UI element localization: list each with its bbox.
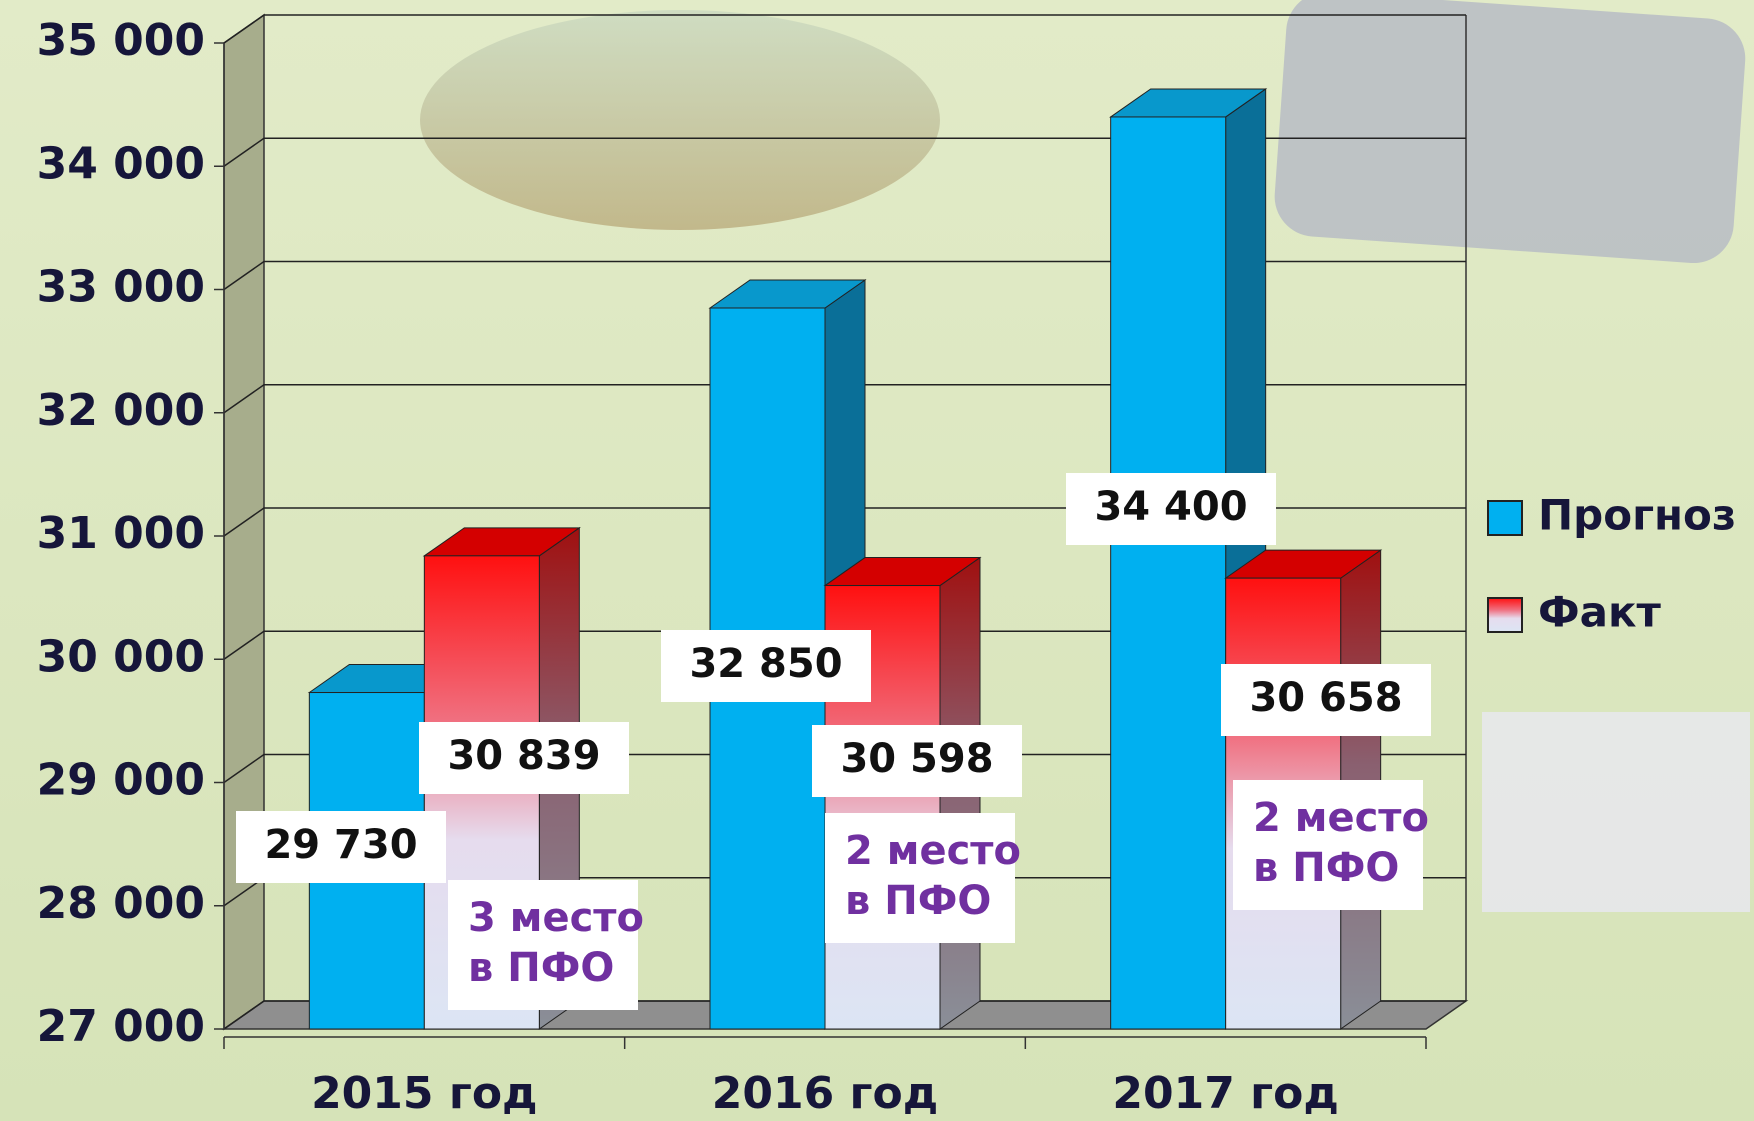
y-tick-label: 27 000 bbox=[37, 1001, 205, 1052]
annotation: в ПФО bbox=[468, 945, 614, 991]
annotation: 2 место bbox=[1253, 795, 1429, 841]
legend-label: Прогноз bbox=[1538, 491, 1736, 540]
y-tick-label: 30 000 bbox=[37, 631, 205, 682]
annotation: в ПФО bbox=[1253, 845, 1399, 891]
image-people bbox=[1482, 712, 1750, 912]
y-tick-label: 34 000 bbox=[37, 138, 205, 189]
value-label: 34 400 bbox=[1094, 484, 1247, 530]
value-label: 30 839 bbox=[447, 733, 600, 779]
image-coins bbox=[420, 10, 940, 230]
bar bbox=[1111, 117, 1226, 1029]
y-tick-label: 32 000 bbox=[37, 385, 205, 436]
annotation: 3 место bbox=[468, 895, 644, 941]
value-label: 30 598 bbox=[840, 736, 993, 782]
x-tick-label: 2016 год bbox=[712, 1068, 939, 1119]
y-tick-label: 28 000 bbox=[37, 878, 205, 929]
y-tick-label: 29 000 bbox=[37, 755, 205, 806]
value-label: 29 730 bbox=[264, 822, 417, 868]
legend-swatch bbox=[1488, 598, 1522, 632]
chart: 27 000 28 000 29 000 30 000 31 000 32 000 33 0… bbox=[0, 0, 1754, 1121]
value-label: 30 658 bbox=[1249, 675, 1402, 721]
y-tick-label: 31 000 bbox=[37, 508, 205, 559]
y-tick-label: 35 000 bbox=[37, 15, 205, 66]
y-tick-label: 33 000 bbox=[37, 262, 205, 313]
x-tick-label: 2015 год bbox=[311, 1068, 538, 1119]
legend-label: Факт bbox=[1538, 588, 1661, 637]
annotation: 2 место bbox=[845, 828, 1021, 874]
legend-swatch bbox=[1488, 501, 1522, 535]
x-tick-label: 2017 год bbox=[1112, 1068, 1339, 1119]
annotation: в ПФО bbox=[845, 878, 991, 924]
image-calculator bbox=[1272, 0, 1748, 266]
value-label: 32 850 bbox=[689, 641, 842, 687]
